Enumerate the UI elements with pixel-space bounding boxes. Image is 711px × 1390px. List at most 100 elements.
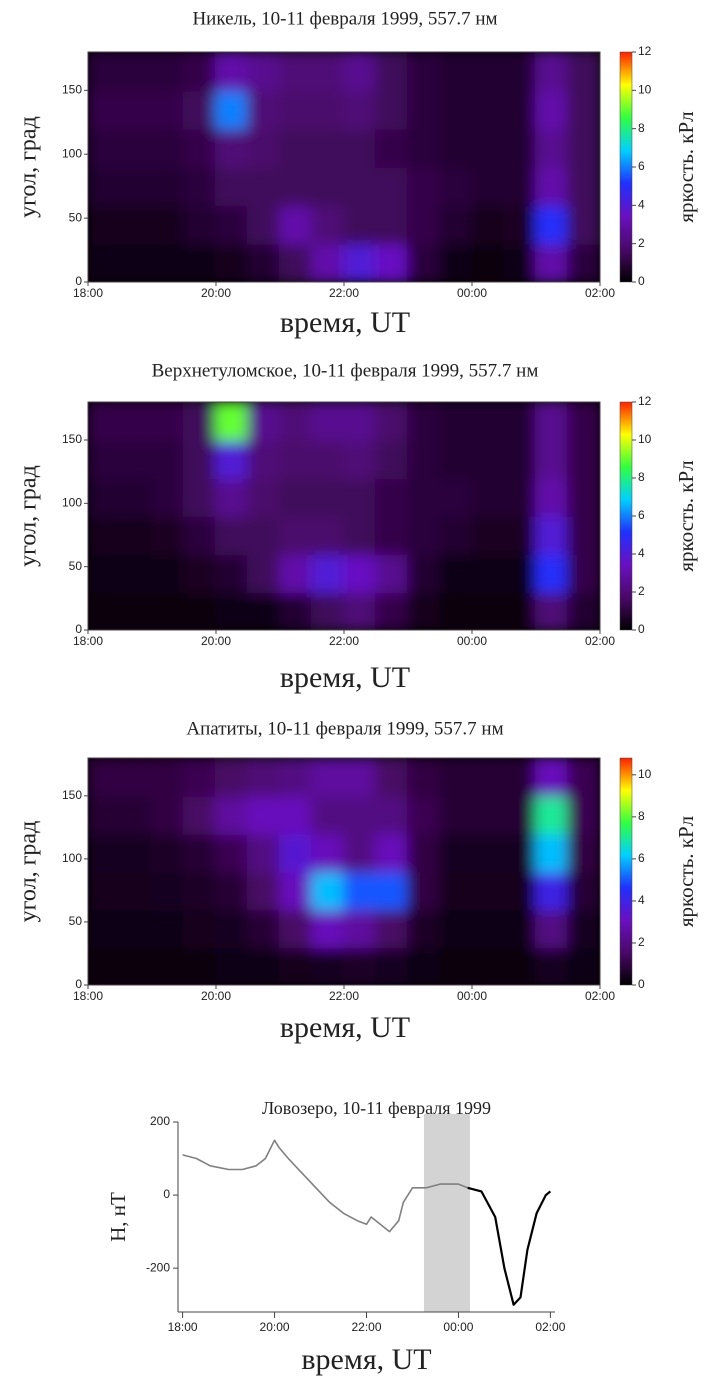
heat-cell — [471, 908, 505, 949]
colorbar-tick-label: 0 — [638, 622, 645, 636]
heat-cell — [503, 870, 537, 911]
heat-cell — [88, 166, 121, 207]
heat-cell — [503, 794, 537, 835]
heat-cell — [151, 946, 185, 985]
heat-cell — [535, 832, 569, 873]
heat-cell — [183, 127, 217, 168]
heat-cell — [567, 908, 600, 949]
heat-cell — [343, 166, 377, 207]
y-axis-label: угол, град — [16, 821, 42, 923]
heat-cell — [151, 89, 185, 130]
colorbar-tick-label: 12 — [638, 394, 652, 408]
heat-cell — [88, 204, 121, 245]
heat-cell — [567, 832, 600, 873]
heat-cell — [439, 515, 473, 555]
heat-cell — [119, 946, 153, 985]
heat-cell — [183, 515, 217, 555]
heat-cell — [279, 908, 313, 949]
heat-cell — [183, 832, 217, 873]
heat-cell — [247, 402, 281, 441]
y-tick-label: 200 — [150, 1114, 170, 1128]
heat-cell — [375, 591, 409, 630]
heat-cell — [119, 758, 153, 797]
heat-cell — [119, 242, 153, 282]
heat-cell — [567, 402, 600, 441]
heat-cell — [439, 758, 473, 797]
x-tick-label: 20:00 — [201, 286, 231, 300]
heat-cell — [215, 794, 249, 835]
heat-cell — [407, 89, 441, 130]
heat-cell — [311, 946, 345, 985]
heat-cell — [407, 166, 441, 207]
heat-cell — [471, 166, 505, 207]
y-tick-label: 100 — [62, 851, 82, 865]
heat-cell — [183, 242, 217, 282]
heat-cell — [567, 477, 600, 517]
heat-cell — [471, 870, 505, 911]
heat-cell — [343, 242, 377, 282]
heat-cell — [407, 870, 441, 911]
heat-cell — [471, 477, 505, 517]
colorbar-tick-label: 6 — [638, 851, 645, 865]
x-tick-label: 00:00 — [457, 989, 487, 1003]
heat-cell — [279, 439, 313, 479]
heat-cell — [311, 166, 345, 207]
heat-cell — [119, 402, 153, 441]
heat-cell — [88, 242, 121, 282]
heat-cell — [407, 946, 441, 985]
heat-cell — [343, 553, 377, 593]
heat-cell — [88, 402, 121, 441]
heat-cell — [247, 166, 281, 207]
heat-cell — [247, 477, 281, 517]
heat-cell — [215, 870, 249, 911]
x-tick-label: 22:00 — [329, 286, 359, 300]
x-tick-label: 02:00 — [585, 286, 615, 300]
heat-cell — [119, 870, 153, 911]
heat-cell — [375, 908, 409, 949]
heat-cell — [375, 870, 409, 911]
heat-cell — [343, 758, 377, 797]
heat-cell — [535, 758, 569, 797]
heat-cell — [151, 439, 185, 479]
heat-cell — [183, 908, 217, 949]
x-tick-label: 00:00 — [457, 286, 487, 300]
heat-cell — [407, 402, 441, 441]
heat-cell — [88, 515, 121, 555]
y-tick-label: 0 — [75, 977, 82, 991]
heat-cell — [151, 127, 185, 168]
heat-cell — [343, 204, 377, 245]
heat-cell — [439, 832, 473, 873]
heat-cell — [151, 477, 185, 517]
heat-cell — [535, 166, 569, 207]
heat-cell — [567, 242, 600, 282]
heat-cell — [471, 439, 505, 479]
heat-cell — [151, 242, 185, 282]
heat-cell — [471, 946, 505, 985]
line-series — [467, 1186, 552, 1306]
x-tick-label: 18:00 — [168, 1320, 198, 1334]
heat-cell — [279, 166, 313, 207]
heat-cell — [567, 591, 600, 630]
heat-cell — [407, 515, 441, 555]
heat-cell — [503, 908, 537, 949]
heat-cell — [119, 166, 153, 207]
y-axis-label: угол, град — [16, 465, 42, 567]
heat-cell — [407, 439, 441, 479]
heat-cell — [151, 166, 185, 207]
colorbar-tick-label: 4 — [638, 893, 645, 907]
x-tick-label: 20:00 — [260, 1320, 290, 1334]
heat-cell — [503, 477, 537, 517]
x-tick-label: 20:00 — [201, 634, 231, 648]
heat-cell — [279, 870, 313, 911]
heat-cell — [503, 127, 537, 168]
colorbar — [619, 401, 633, 631]
heat-cell — [215, 908, 249, 949]
colorbar — [619, 757, 633, 986]
heat-cell — [279, 477, 313, 517]
heat-cell — [119, 52, 153, 92]
heat-cell — [535, 439, 569, 479]
heat-cell — [439, 908, 473, 949]
heat-cell — [439, 402, 473, 441]
colorbar-tick-label: 8 — [638, 121, 645, 135]
x-tick-label: 18:00 — [73, 634, 103, 648]
